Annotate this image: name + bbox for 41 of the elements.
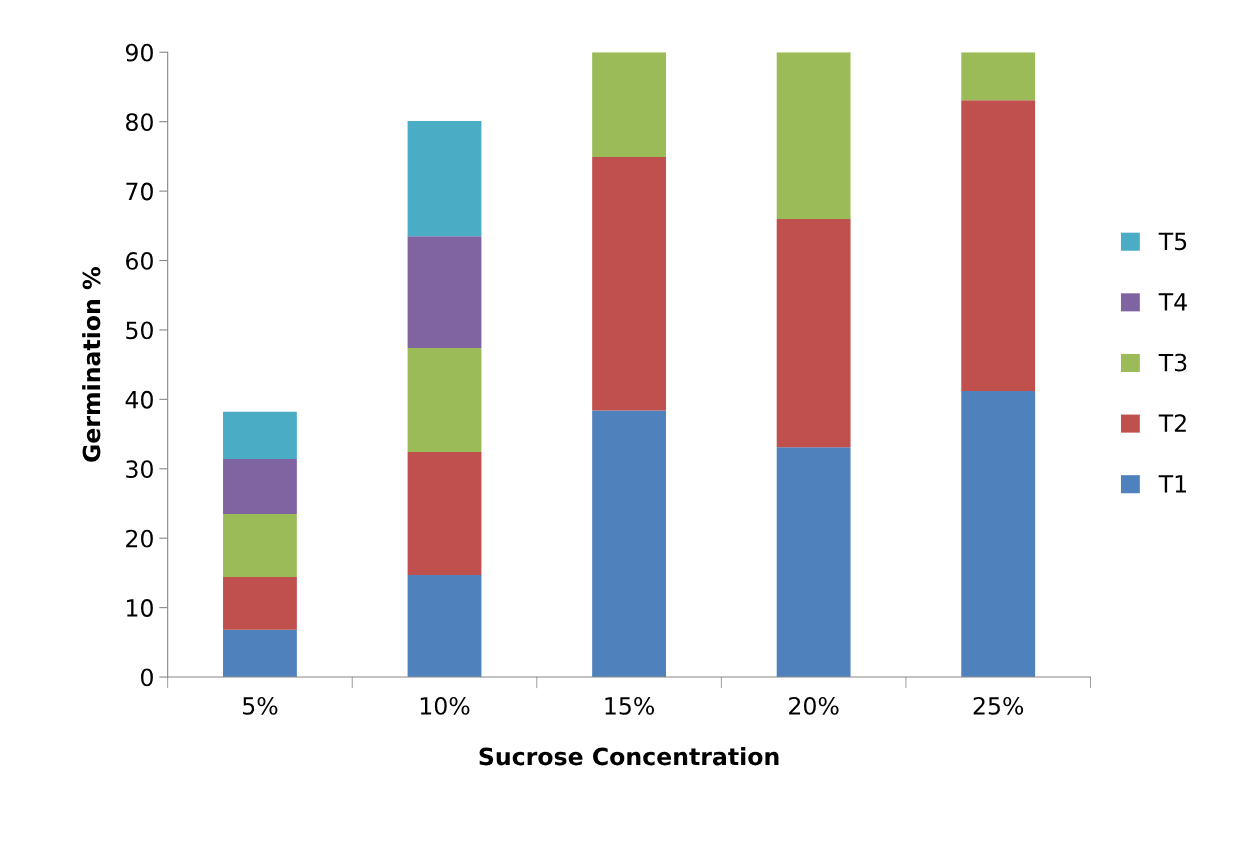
bar [407, 121, 482, 237]
bar [407, 574, 482, 678]
y-tick-label: 40 [125, 390, 153, 409]
bar [223, 459, 297, 514]
x-axis-title: Sucrose Concentration [479, 747, 779, 766]
bar [961, 100, 1036, 392]
legend-label: T5 [1158, 232, 1187, 251]
bar [961, 52, 1036, 101]
legend-label: T1 [1158, 475, 1186, 493]
x-tick-label: 20% [789, 696, 839, 715]
x-tick-label: 10% [420, 696, 470, 715]
bar [961, 391, 1036, 678]
bar [407, 347, 482, 453]
bar [223, 577, 297, 630]
legend-label: T3 [1158, 353, 1187, 372]
y-tick-label: 60 [126, 251, 153, 270]
y-tick-label: 20 [126, 529, 153, 548]
y-tick-label: 10 [127, 599, 153, 617]
bar [407, 236, 482, 348]
bar [592, 157, 666, 411]
y-tick-label: 90 [125, 43, 153, 62]
bar [592, 410, 666, 678]
bar [407, 452, 482, 575]
legend-label: T2 [1158, 414, 1186, 432]
bar [223, 513, 297, 578]
bar [223, 629, 297, 678]
y-tick-label: 0 [141, 668, 153, 687]
bar [776, 447, 851, 678]
x-tick-label: 25% [973, 696, 1024, 715]
y-tick-label: 50 [126, 321, 153, 340]
y-tick-label: 70 [126, 182, 153, 201]
bar [223, 411, 297, 460]
bar [776, 218, 851, 448]
y-axis-title: Germination % [82, 267, 101, 462]
x-tick-label: 5% [243, 696, 278, 715]
legend-label: T4 [1158, 293, 1187, 311]
y-tick-label: 30 [126, 460, 153, 479]
bar [592, 52, 666, 158]
y-tick-label: 80 [126, 113, 153, 131]
bar [776, 52, 851, 219]
x-tick-label: 15% [605, 696, 655, 715]
